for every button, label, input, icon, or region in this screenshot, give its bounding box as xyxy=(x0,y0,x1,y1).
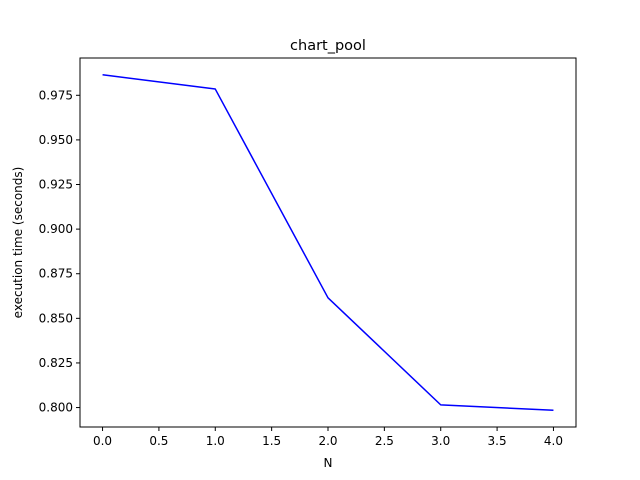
y-axis-label: execution time (seconds) xyxy=(11,167,25,319)
y-tick-label: 0.975 xyxy=(39,88,73,102)
plot-area xyxy=(80,58,576,427)
x-tick-label: 4.0 xyxy=(544,434,563,448)
y-tick-label: 0.825 xyxy=(39,356,73,370)
y-tick-label: 0.950 xyxy=(39,133,73,147)
x-tick-label: 1.0 xyxy=(206,434,225,448)
x-tick-label: 0.5 xyxy=(149,434,168,448)
y-tick-label: 0.900 xyxy=(39,222,73,236)
y-tick-label: 0.925 xyxy=(39,178,73,192)
x-tick-label: 1.5 xyxy=(262,434,281,448)
y-tick-label: 0.875 xyxy=(39,267,73,281)
plot-frame xyxy=(79,57,577,428)
x-tick-label: 3.0 xyxy=(431,434,450,448)
x-axis-ticks: 0.0 0.5 1.0 1.5 2.0 2.5 3.0 3.5 4.0 xyxy=(93,427,563,448)
x-tick-label: 3.5 xyxy=(488,434,507,448)
x-tick-label: 2.0 xyxy=(318,434,337,448)
x-axis-label: N xyxy=(324,456,333,470)
series-layer xyxy=(102,74,554,411)
y-tick-label: 0.850 xyxy=(39,311,73,325)
x-tick-label: 0.0 xyxy=(93,434,112,448)
y-axis-ticks: 0.800 0.825 0.850 0.875 0.900 0.925 0.950 0.975 xyxy=(39,88,80,415)
x-tick-label: 2.5 xyxy=(375,434,394,448)
chart-title: chart_pool xyxy=(290,38,366,54)
y-tick-label: 0.800 xyxy=(39,401,73,415)
